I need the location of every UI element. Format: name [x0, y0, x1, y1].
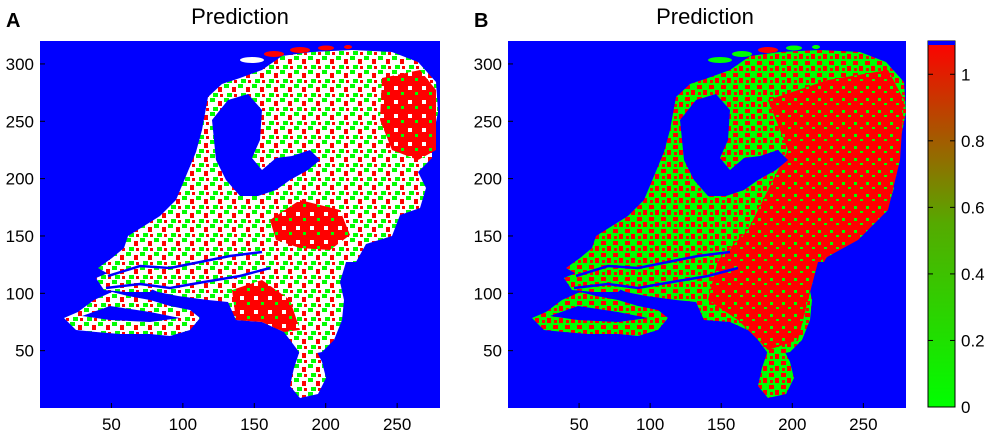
- panel-a-island-3: [290, 47, 310, 53]
- colorbar: 0 0.2 0.4 0.6 0.8 1: [927, 40, 985, 417]
- panel-b-title: Prediction: [656, 4, 754, 29]
- colorbar-tick-label: 0: [961, 398, 970, 417]
- colorbar-ticks: 0 0.2 0.4 0.6 0.8 1: [928, 65, 985, 417]
- panel-a-island-4: [318, 45, 334, 51]
- panel-a-x-tick-label: 100: [169, 415, 197, 434]
- panel-a-y-axis: 50 100 150 200 250 300: [6, 55, 45, 361]
- colorbar-tick-label: 0.4: [961, 265, 985, 284]
- panel-a-mainland: [98, 50, 438, 356]
- panel-a-rivers: [105, 250, 271, 290]
- panel-b-y-tick-label: 250: [474, 112, 502, 131]
- panel-b-island-2: [732, 51, 752, 57]
- panel-b-delta-water-1: [550, 306, 648, 322]
- panel-a-y-tick-label: 200: [6, 170, 34, 189]
- panel-a-red-south: [232, 280, 300, 332]
- panel-b-y-tick-label: 200: [474, 170, 502, 189]
- panel-b-limburg: [758, 350, 794, 398]
- panel-b-y-tick-label: 50: [483, 342, 502, 361]
- colorbar-top-band: [928, 41, 955, 45]
- panel-a-y-tick-label: 100: [6, 284, 34, 303]
- panel-b-rivers: [573, 250, 739, 290]
- panel-b-x-tick-label: 200: [778, 415, 806, 434]
- panel-b-island-1: [708, 57, 732, 63]
- panel-b-x-axis: 50 100 150 200 250: [570, 403, 878, 434]
- colorbar-gradient: [927, 40, 956, 408]
- colorbar-tick-label: 0.8: [961, 132, 985, 151]
- panel-a-lake-2: [228, 96, 250, 130]
- panel-a-y-tick-label: 300: [6, 55, 34, 74]
- colorbar-tick-label: 1: [961, 65, 970, 84]
- panel-b-y-tick-label: 300: [474, 55, 502, 74]
- panel-b-x-tick-label: 150: [707, 415, 735, 434]
- panel-a-y-tick-label: 150: [6, 227, 34, 246]
- panel-b-x-tick-label: 50: [570, 415, 589, 434]
- panel-b-x-tick-label: 100: [636, 415, 664, 434]
- panel-a-limburg: [290, 350, 326, 398]
- panel-b-island-4: [786, 45, 802, 51]
- panel-b-island-5: [812, 45, 820, 49]
- panel-a-title: Prediction: [191, 4, 289, 29]
- panel-b-map: [532, 45, 906, 398]
- panel-a-x-axis: 50 100 150 200 250: [102, 403, 411, 434]
- panel-b-red-east: [708, 70, 904, 350]
- panel-a-x-tick-label: 200: [312, 415, 340, 434]
- panel-b-x-tick-label: 250: [849, 415, 877, 434]
- panel-b-island-3: [758, 47, 778, 53]
- panel-a-map: [64, 45, 438, 398]
- panel-a-x-tick-label: 50: [102, 415, 121, 434]
- panel-a: A Prediction: [6, 4, 440, 434]
- panel-a-delta-water-1: [82, 306, 180, 322]
- panel-a-red-center: [270, 200, 350, 250]
- panel-a-x-tick-label: 250: [383, 415, 411, 434]
- panel-a-x-tick-label: 150: [240, 415, 268, 434]
- panel-b-y-tick-label: 100: [474, 284, 502, 303]
- panel-a-y-tick-label: 250: [6, 112, 34, 131]
- panel-a-island-1: [240, 57, 264, 63]
- panel-b-letter: B: [474, 10, 488, 32]
- panel-b-y-axis: 50 100 150 200 250 300: [474, 55, 513, 361]
- panel-a-island-2: [264, 51, 284, 57]
- panel-a-y-tick-label: 50: [15, 342, 34, 361]
- colorbar-tick-label: 0.6: [961, 198, 985, 217]
- panel-b-lake-2: [696, 96, 718, 130]
- panel-a-red-east: [380, 70, 436, 160]
- panel-b-y-tick-label: 150: [474, 227, 502, 246]
- panel-b: B Prediction 50 100 150 200 250 50 100 150 200 2…: [474, 4, 906, 434]
- panel-a-island-5: [344, 45, 352, 49]
- colorbar-tick-label: 0.2: [961, 331, 985, 350]
- panel-a-letter: A: [6, 10, 20, 32]
